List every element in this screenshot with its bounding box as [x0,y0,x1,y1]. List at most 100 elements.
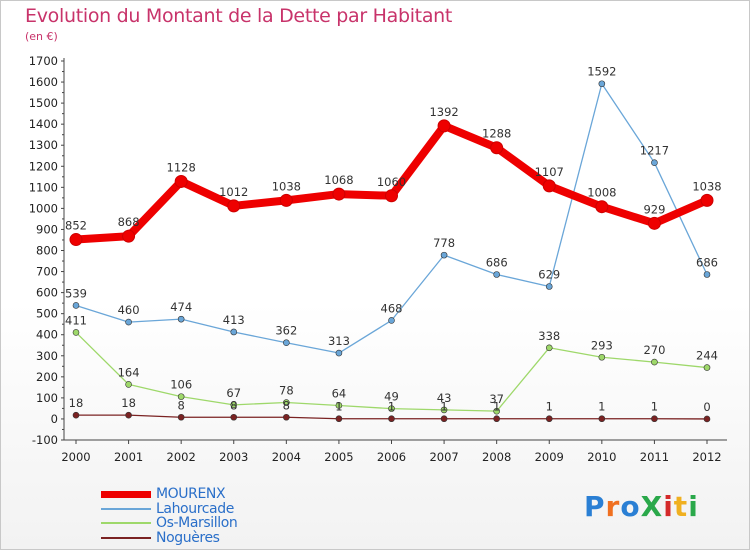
data-point-lahourcade [440,251,448,259]
x-tick-label: 2006 [377,450,406,464]
data-label-mourenx: 929 [643,202,665,216]
data-point-os-marsillon [72,329,80,336]
y-tick-label: 600 [36,286,58,300]
data-point-nogu-res [177,413,185,421]
y-tick-label: 1100 [29,180,58,194]
y-tick-label: 300 [36,349,58,363]
data-label-nogu-res: 8 [283,398,290,412]
data-point-mourenx [69,233,83,247]
chart-subtitle: (en €) [25,30,58,43]
data-label-mourenx: 1012 [219,185,248,199]
data-label-mourenx: 868 [118,215,140,229]
data-point-lahourcade [493,271,500,278]
data-label-os-marsillon: 37 [489,392,504,406]
data-label-nogu-res: 1 [335,400,342,414]
proxiti-logo: ProXiti [584,490,699,523]
data-point-mourenx [595,200,609,214]
data-point-os-marsillon [440,406,448,414]
data-label-os-marsillon: 411 [65,313,87,327]
legend-swatch-nogueres [101,536,151,539]
data-point-nogu-res [545,415,553,423]
data-label-lahourcade: 629 [538,268,560,282]
data-label-os-marsillon: 164 [118,365,140,379]
data-point-lahourcade [177,315,185,323]
legend-swatch-mourenx [101,490,151,498]
chart-title: Evolution du Montant de la Dette par Hab… [25,5,453,27]
data-label-lahourcade: 468 [381,301,403,315]
data-label-mourenx: 1038 [692,179,721,193]
legend-item-lahourcade: Lahourcade [101,500,237,517]
data-point-os-marsillon [493,407,500,415]
y-tick-label: 700 [36,265,58,279]
y-tick-label: -100 [32,433,58,447]
legend-swatch-os-marsillon [101,522,151,525]
data-label-lahourcade: 474 [170,300,192,314]
data-point-nogu-res [283,413,290,421]
data-label-mourenx: 1060 [377,175,406,189]
data-point-nogu-res [335,415,343,423]
y-tick-label: 0 [51,412,58,426]
legend-label-lahourcade: Lahourcade [156,500,234,517]
y-tick-label: 200 [36,370,58,384]
x-tick-label: 2003 [219,450,248,464]
legend: MOURENX Lahourcade Os-Marsillon Noguères [101,486,238,545]
y-tick-label: 900 [36,222,58,236]
x-tick-label: 2010 [587,450,616,464]
data-label-lahourcade: 539 [65,286,87,300]
data-label-nogu-res: 18 [121,396,136,410]
data-label-nogu-res: 1 [388,400,395,414]
x-tick-label: 2005 [324,450,353,464]
y-tick-label: 1400 [29,117,58,131]
data-point-mourenx [332,187,346,201]
data-point-os-marsillon [230,401,238,409]
data-point-os-marsillon [335,402,343,409]
x-tick-label: 2007 [429,450,458,464]
data-point-mourenx [385,189,398,203]
data-label-nogu-res: 1 [651,400,658,414]
series-lines [72,83,711,420]
x-tick-label: 2009 [535,450,564,464]
data-point-mourenx [647,216,661,230]
data-label-nogu-res: 1 [493,400,500,414]
legend-item-os-marsillon: Os-Marsillon [101,515,238,531]
data-label-nogu-res: 8 [230,398,237,412]
data-point-mourenx [174,174,188,188]
y-tick-label: 1300 [29,138,58,152]
data-point-lahourcade [230,328,238,336]
legend-swatch-lahourcade [101,507,151,510]
x-tick-label: 2002 [167,450,196,464]
data-label-os-marsillon: 67 [226,386,241,400]
y-tick-label: 500 [36,307,58,321]
legend-label-mourenx: MOURENX [156,486,226,502]
data-point-lahourcade [72,302,80,309]
data-label-os-marsillon: 244 [696,349,718,363]
series-points [69,80,714,423]
data-point-lahourcade [125,318,132,326]
data-point-mourenx [122,229,136,243]
y-tick-label: 1500 [29,96,58,110]
data-label-os-marsillon: 106 [170,378,192,392]
data-point-nogu-res [230,413,238,421]
data-point-nogu-res [651,415,658,423]
data-label-lahourcade: 1217 [640,144,669,158]
data-label-nogu-res: 1 [440,400,447,414]
data-label-nogu-res: 8 [178,398,185,412]
data-label-lahourcade: 1592 [587,65,616,79]
data-point-nogu-res [598,415,606,423]
x-tick-label: 2012 [692,450,721,464]
y-tick-label: 100 [36,391,58,405]
data-label-nogu-res: 0 [703,400,710,414]
data-label-lahourcade: 686 [696,256,718,270]
data-label-lahourcade: 460 [118,303,140,317]
x-tick-label: 2000 [61,450,90,464]
data-label-nogu-res: 1 [598,400,605,414]
legend-label-os-marsillon: Os-Marsillon [156,515,238,531]
data-point-lahourcade [651,159,658,166]
data-point-mourenx [437,119,451,133]
data-label-mourenx: 1107 [535,165,564,179]
y-tick-label: 1600 [29,75,58,89]
data-point-mourenx [279,193,293,207]
data-label-lahourcade: 362 [275,324,297,338]
